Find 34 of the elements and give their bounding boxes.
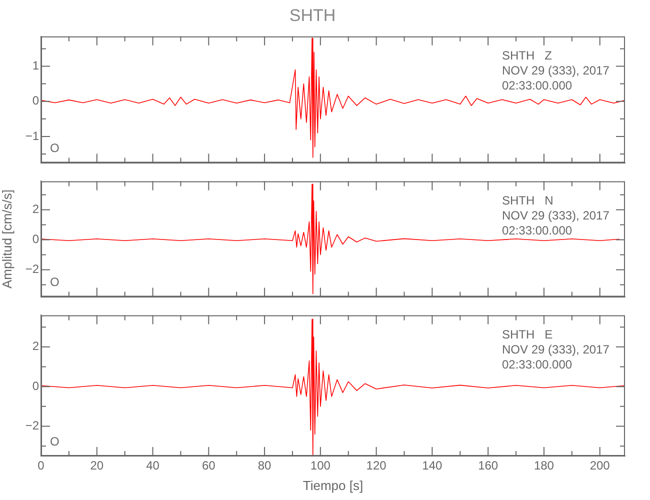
annotation: SHTH E [502,328,553,342]
x-tick-label: 40 [146,458,160,473]
x-tick-label: 100 [310,458,331,473]
y-tick-label: 2 [32,339,40,354]
y-tick-label: −1 [25,128,40,143]
chart-title: SHTH [289,6,336,25]
annotation: O [50,275,60,290]
x-tick-label: 80 [258,458,272,473]
y-axis-title: Amplitud [cm/s/s] [0,190,14,288]
x-tick-label: 200 [590,458,610,473]
annotation: O [50,434,60,448]
x-tick-label: 160 [478,458,498,473]
y-tick-label: −2 [25,262,40,276]
x-tick-label: 60 [202,458,216,473]
y-tick-label: 0 [32,94,40,108]
y-tick-label: 0 [32,232,40,246]
y-tick-label: 1 [32,58,40,73]
annotation: 02:33:00.000 [502,358,572,372]
x-tick-label: 20 [90,458,104,473]
y-tick-label: 0 [32,378,40,393]
annotation: SHTH Z [502,48,552,63]
annotation: NOV 29 (333), 2017 [502,342,610,357]
x-axis-title: Tiempo [s] [302,478,364,493]
annotation: 02:33:00.000 [502,224,572,238]
annotation: NOV 29 (333), 2017 [502,64,610,78]
x-tick-label: 140 [422,458,443,473]
annotation: NOV 29 (333), 2017 [502,208,610,223]
x-tick-label: 120 [366,458,387,473]
y-tick-label: 2 [32,202,40,216]
x-tick-label: 180 [534,458,554,473]
y-tick-label: −2 [25,418,40,433]
annotation: SHTH N [502,194,554,208]
annotation: O [50,141,60,156]
annotation: 02:33:00.000 [502,78,572,93]
